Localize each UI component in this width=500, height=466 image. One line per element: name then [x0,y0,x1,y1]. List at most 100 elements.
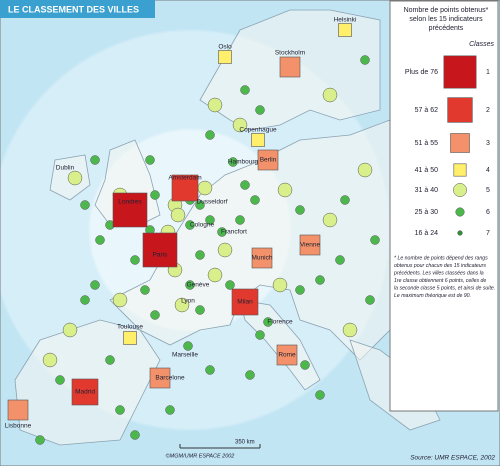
city-symbol [257,149,279,171]
city-symbol [170,207,186,223]
city-label: Amsterdam [168,175,201,182]
city-label: Copenhague [239,127,277,134]
city-symbol [145,155,155,165]
legend-class-label: 51 à 55 [415,140,438,147]
city-label: Dusseldorf [196,199,227,206]
city-symbol [272,277,288,293]
city-symbol [142,232,178,268]
city-symbol [205,130,215,140]
city-symbol [218,50,232,64]
city-symbol [217,242,233,258]
city-symbol [232,117,248,133]
legend-rank: 2 [486,107,490,114]
city-label: Barcelone [155,375,185,382]
city-symbol [7,399,29,421]
legend-heading: selon les 15 indicateurs [409,16,483,23]
city-symbol [207,97,223,113]
city-symbol [228,157,238,167]
legend-class-label: Plus de 76 [405,69,438,76]
city-symbol [315,275,325,285]
legend-note: * Le nombre de points dépend des rangs [394,255,488,261]
source: Source: UMR ESPACE, 2002 [410,455,495,462]
city-symbol [279,56,301,78]
legend-symbol [447,97,473,123]
legend: Nombre de points obtenus* selon les 15 in… [389,0,499,412]
city-symbol [183,341,193,351]
city-label: Oslo [218,44,232,51]
city-symbol [149,367,171,389]
city-symbol [197,180,213,196]
legend-class-label: 31 à 40 [415,187,438,194]
city-symbol [42,352,58,368]
legend-symbol [457,230,463,236]
map-title: LE CLASSEMENT DES VILLES [8,4,139,14]
legend-class-label: 41 à 50 [415,167,438,174]
city-symbol [130,430,140,440]
city-label: Toulouse [117,324,143,331]
city-symbol [357,162,373,178]
city-symbol [231,288,259,316]
city-symbol [370,235,380,245]
legend-note: précédents. Les villes classées dans la [393,270,484,276]
city-label: Vienne [300,242,321,249]
city-symbol [251,247,273,269]
city-label: Paris [153,252,169,259]
city-symbol [240,180,250,190]
city-symbol [165,405,175,415]
city-symbol [255,330,265,340]
city-symbol [150,190,160,200]
legend-symbol [453,183,467,197]
legend-class-label: 25 à 30 [415,209,438,216]
city-symbol [340,195,350,205]
legend-rank: 5 [486,187,490,194]
legend-symbol [453,163,467,177]
city-label: Cologne [190,222,215,229]
city-symbol [112,292,128,308]
city-symbol [90,155,100,165]
city-label: Londres [118,199,142,206]
city-symbol [67,170,83,186]
scale-bar: 350 km ©MGM/UMR ESPACE 2002 [166,440,261,459]
city-label: Francfort [221,229,247,236]
city-symbol [295,285,305,295]
legend-note: obtenus pour chacun des 15 indicateurs [394,263,486,269]
city-symbol [195,305,205,315]
city-label: Rome [278,352,296,359]
city-symbol [338,23,352,37]
legend-rank: 7 [486,230,490,237]
city-symbol [365,295,375,305]
city-symbol [171,174,199,202]
city-symbol [130,255,140,265]
city-symbol [235,215,245,225]
city-symbol [95,235,105,245]
city-symbol [80,200,90,210]
city-symbol [217,227,227,237]
city-label: Helsinki [334,17,357,24]
city-symbol [185,220,195,230]
city-symbol [105,355,115,365]
city-symbol [225,280,235,290]
city-symbol [335,255,345,265]
city-symbol [250,195,260,205]
legend-rank: 4 [486,167,490,174]
legend-note: Le maximum théorique est de 90. [394,293,471,299]
city-symbol [90,280,100,290]
city-symbol [322,212,338,228]
legend-heading: précédents [429,25,464,32]
city-label: Hambourg [228,159,259,166]
city-symbol [174,297,190,313]
city-symbol [150,310,160,320]
city-symbol [263,317,273,327]
city-symbol [71,378,99,406]
legend-note: la seconde classe 5 points, et ainsi de … [394,285,495,291]
legend-symbol [443,55,477,89]
city-symbol [342,322,358,338]
city-label: Lyon [181,298,195,305]
legend-classes-label: Classes [469,41,494,48]
legend-symbol [455,207,465,217]
legend-note: 1re classe obtiennent 6 points, celles d… [394,278,486,284]
city-label: Lisbonne [5,423,32,430]
city-symbol [251,133,265,147]
city-symbol [360,55,370,65]
city-symbol [112,192,148,228]
